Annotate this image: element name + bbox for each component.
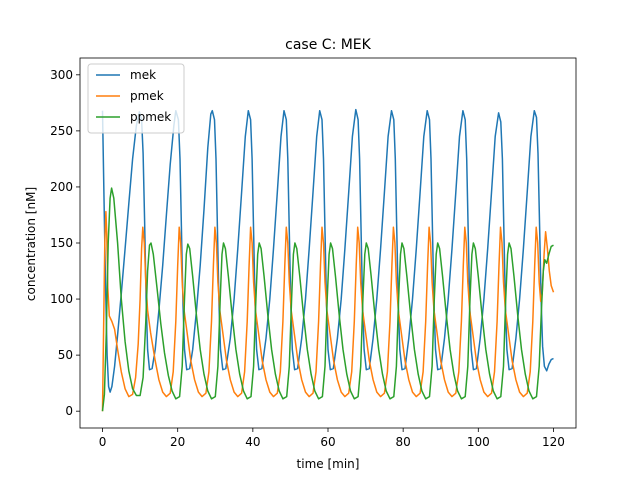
chart-title: case C: MEK <box>285 37 372 53</box>
y-tick-label: 50 <box>58 348 73 362</box>
y-tick-label: 0 <box>65 404 73 418</box>
y-tick-label: 300 <box>50 68 73 82</box>
x-tick-label: 120 <box>542 435 565 449</box>
x-tick-label: 20 <box>170 435 185 449</box>
y-tick-label: 200 <box>50 180 73 194</box>
y-axis: 0 50 100 150 200 250 300 <box>50 68 80 418</box>
y-tick-label: 250 <box>50 124 73 138</box>
y-tick-label: 150 <box>50 236 73 250</box>
legend-label-ppmek: ppmek <box>130 110 171 124</box>
legend-label-mek: mek <box>130 68 156 82</box>
series-line-pmek <box>101 210 555 412</box>
x-tick-label: 40 <box>245 435 260 449</box>
x-tick-label: 80 <box>396 435 411 449</box>
x-axis-label: time [min] <box>297 457 360 471</box>
x-tick-label: 0 <box>99 435 107 449</box>
x-axis: 0 20 40 60 80 100 120 <box>99 428 565 449</box>
legend-box <box>87 63 185 134</box>
x-tick-label: 60 <box>320 435 335 449</box>
series-line-ppmek <box>101 187 554 412</box>
legend-label-pmek: pmek <box>130 89 164 103</box>
legend: mek pmek ppmek <box>87 63 185 134</box>
y-axis-label: concentration [nM] <box>24 187 38 301</box>
x-tick-label: 100 <box>467 435 490 449</box>
y-tick-label: 100 <box>50 292 73 306</box>
